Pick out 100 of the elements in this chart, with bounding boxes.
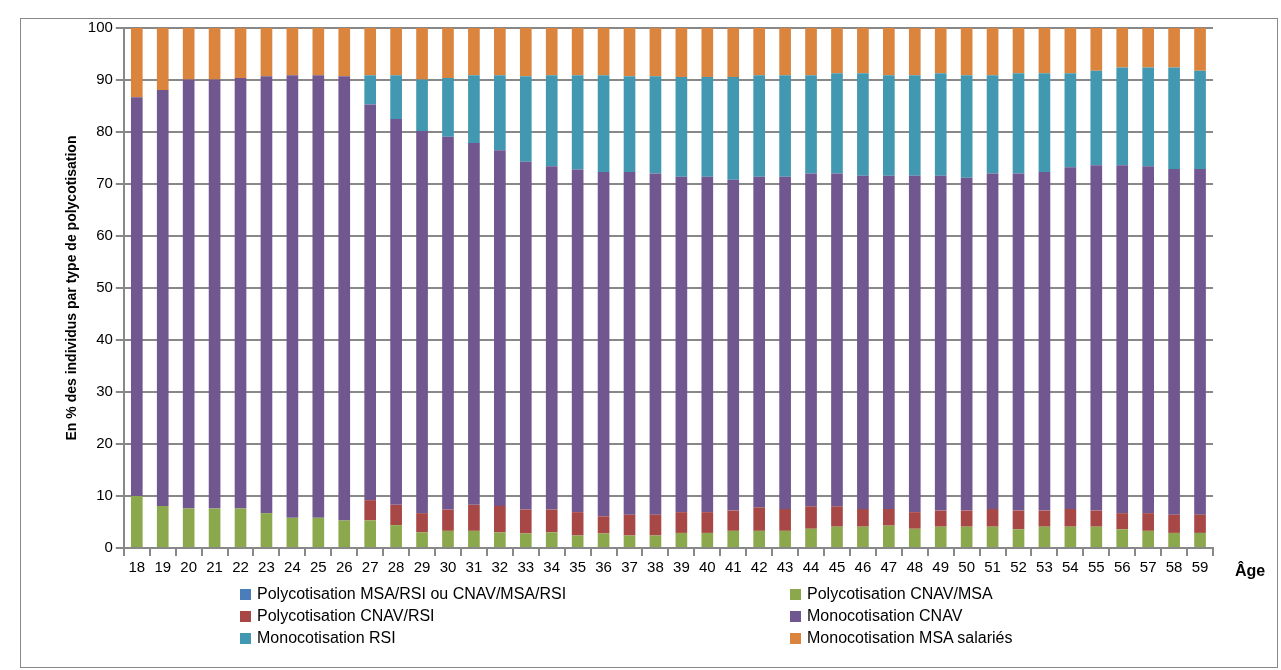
bar [416, 532, 428, 547]
bar [468, 28, 480, 76]
legend-label: Polycotisation MSA/RSI ou CNAV/MSA/RSI [257, 585, 567, 603]
bar [182, 28, 195, 80]
bar [675, 176, 688, 513]
bar [753, 75, 766, 177]
x-tick-label: 18 [128, 558, 146, 576]
bar [1116, 529, 1129, 547]
bar [960, 526, 973, 547]
bar [649, 173, 662, 515]
bar [1038, 28, 1051, 74]
bar [468, 504, 480, 531]
x-tick-label: 28 [387, 558, 405, 576]
x-tick-label: 38 [647, 558, 664, 576]
bar [1194, 532, 1206, 547]
bar [1038, 73, 1051, 173]
y-tick-label: 70 [96, 174, 113, 192]
bar [727, 179, 740, 511]
bar [779, 28, 791, 76]
bar [416, 79, 428, 131]
bar [831, 526, 843, 547]
bar [1012, 28, 1025, 74]
bar [156, 28, 169, 90]
bar [597, 75, 610, 173]
bar [390, 525, 402, 547]
bar [623, 172, 636, 515]
bar [182, 508, 195, 547]
bar [986, 509, 999, 527]
x-tick-label: 32 [491, 558, 509, 576]
bar [753, 530, 766, 547]
bar [494, 75, 506, 151]
bar [416, 28, 428, 80]
bar [934, 526, 947, 547]
bar [468, 142, 480, 505]
bar [908, 75, 921, 176]
bar [519, 161, 532, 510]
bar [908, 28, 921, 76]
bar [883, 525, 895, 547]
bar [519, 76, 532, 162]
bar [1012, 510, 1025, 530]
bar [286, 28, 299, 76]
bar [416, 513, 428, 533]
bar [571, 512, 584, 536]
bar [908, 512, 921, 529]
bar [753, 28, 766, 76]
y-tick-label: 50 [96, 278, 113, 296]
bar [468, 530, 480, 547]
x-tick-label: 30 [439, 558, 457, 576]
x-tick-label: 49 [932, 558, 950, 576]
bar [805, 528, 817, 547]
bar [649, 535, 662, 547]
x-tick-label: 26 [335, 558, 353, 576]
bar [1064, 526, 1077, 547]
bar [831, 506, 843, 527]
bar [494, 505, 506, 533]
bar [934, 73, 947, 176]
x-tick-label: 27 [361, 558, 379, 576]
bar [986, 28, 999, 76]
y-tick-label: 40 [96, 330, 113, 348]
bar [260, 28, 273, 77]
bar [986, 75, 999, 174]
bar [623, 514, 636, 536]
x-tick-label: 45 [828, 558, 846, 576]
bar [286, 517, 299, 547]
legend-label: Monocotisation MSA salariés [807, 629, 1013, 647]
bar [1194, 514, 1206, 533]
x-tick-label: 55 [1087, 558, 1105, 576]
x-tick-label: 29 [413, 558, 431, 576]
bar [805, 173, 817, 507]
bar [1194, 28, 1206, 71]
bar [545, 166, 558, 510]
bar [727, 510, 740, 531]
bar [857, 526, 869, 547]
bar [182, 79, 195, 509]
x-tick-label: 23 [258, 558, 275, 576]
bar [1038, 172, 1051, 511]
bar [649, 514, 662, 536]
x-tick-label: 43 [776, 558, 794, 576]
bar [727, 530, 740, 547]
bar [494, 532, 506, 547]
bar [1168, 532, 1180, 547]
legend-label: Monocotisation CNAV [807, 607, 963, 625]
bar [338, 76, 351, 521]
bar [1064, 509, 1077, 527]
bar [779, 176, 791, 509]
bar [831, 173, 843, 507]
bar [1116, 513, 1129, 530]
bar [960, 510, 973, 527]
bar [1168, 28, 1180, 68]
bar [442, 28, 454, 78]
x-axis-title: Âge [1235, 561, 1266, 580]
bar [545, 532, 558, 547]
bar [805, 506, 817, 529]
x-tick-label: 41 [724, 558, 742, 576]
bar [675, 28, 688, 77]
x-tick-label: 40 [698, 558, 716, 576]
bar [130, 496, 143, 547]
bar [519, 533, 532, 547]
bar [364, 500, 377, 521]
bar [1142, 28, 1154, 68]
